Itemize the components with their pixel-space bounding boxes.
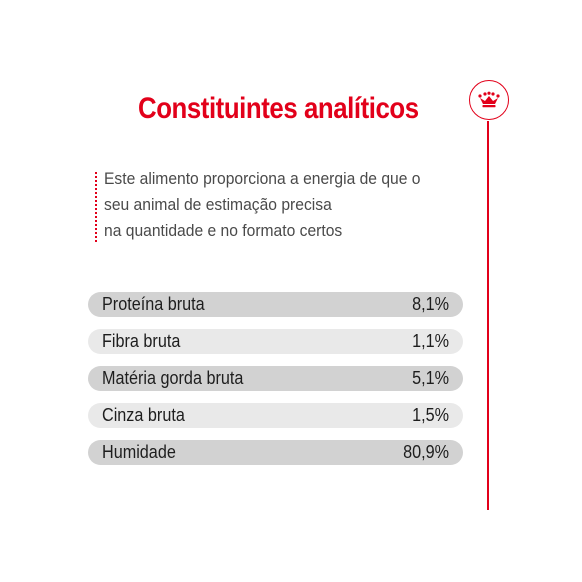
description: Este alimento proporciona a energia de q… xyxy=(104,166,435,244)
table-row: Fibra bruta 1,1% xyxy=(88,329,463,354)
description-line: Este alimento proporciona a energia de q… xyxy=(104,169,421,188)
table-row: Humidade 80,9% xyxy=(88,440,463,465)
row-label: Humidade xyxy=(102,442,176,462)
dotted-divider xyxy=(95,172,97,242)
table-row: Cinza bruta 1,5% xyxy=(88,403,463,428)
accent-line xyxy=(487,121,489,510)
brand-logo xyxy=(469,80,509,120)
row-value: 8,1% xyxy=(412,294,449,314)
crown-icon xyxy=(478,91,500,108)
row-label: Proteína bruta xyxy=(102,294,205,314)
row-value: 1,1% xyxy=(412,331,449,351)
nutrient-table: Proteína bruta 8,1% Fibra bruta 1,1% Mat… xyxy=(88,292,463,477)
description-line: na quantidade e no formato certos xyxy=(104,221,343,240)
table-row: Proteína bruta 8,1% xyxy=(88,292,463,317)
row-value: 5,1% xyxy=(412,368,449,388)
table-row: Matéria gorda bruta 5,1% xyxy=(88,366,463,391)
row-value: 1,5% xyxy=(412,405,449,425)
row-label: Fibra bruta xyxy=(102,331,181,351)
page-title: Constituintes analíticos xyxy=(138,92,419,125)
description-line: seu animal de estimação precisa xyxy=(104,195,332,214)
row-label: Matéria gorda bruta xyxy=(102,368,244,388)
row-label: Cinza bruta xyxy=(102,405,185,425)
row-value: 80,9% xyxy=(403,442,449,462)
